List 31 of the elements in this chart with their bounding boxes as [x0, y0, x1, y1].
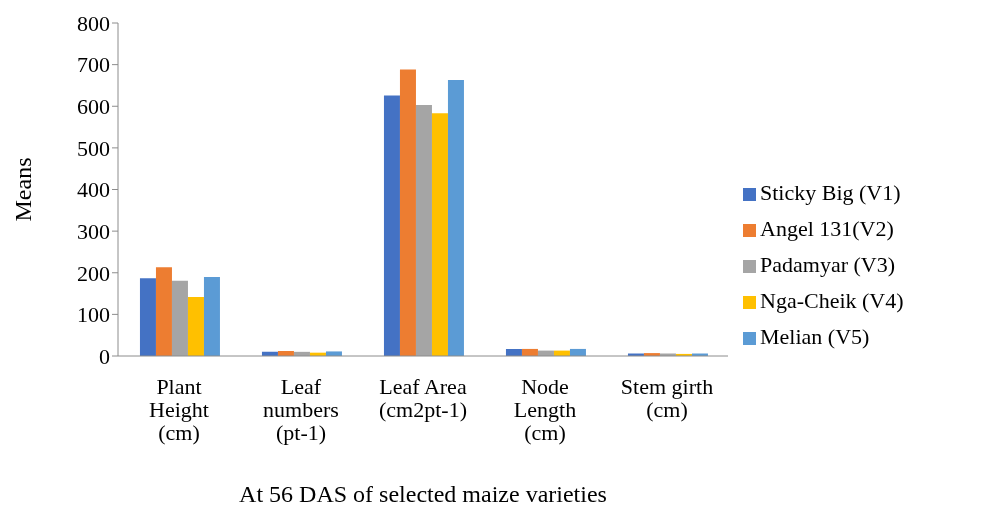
bar	[383, 95, 400, 356]
y-tick-label: 700	[77, 52, 110, 78]
y-tick-label: 300	[77, 218, 110, 244]
y-tick-label: 400	[77, 177, 110, 203]
x-tick-label: Leaf numbers (pt-1)	[263, 373, 339, 445]
x-tick-label: Plant Height (cm)	[149, 373, 209, 445]
x-tick-label: Leaf Area (cm2pt-1)	[379, 373, 467, 422]
y-tick-label: 600	[77, 94, 110, 120]
bar	[399, 69, 416, 356]
bar	[203, 276, 220, 356]
legend-label: Angel 131(V2)	[760, 216, 894, 241]
bar	[171, 280, 188, 356]
y-tick-label: 0	[99, 343, 110, 369]
legend-label: Sticky Big (V1)	[760, 180, 901, 205]
legend-label: Nga-Cheik (V4)	[760, 288, 904, 313]
bar	[139, 278, 156, 356]
y-tick-label: 800	[77, 10, 110, 36]
y-tick-label: 500	[77, 135, 110, 161]
legend-label: Melian (V5)	[760, 324, 870, 349]
y-axis-title: Means	[9, 157, 36, 222]
legend-label: Padamyar (V3)	[760, 252, 896, 277]
bar	[187, 296, 204, 356]
x-tick-label: Node Length (cm)	[513, 373, 577, 445]
bar	[415, 105, 432, 356]
x-axis-title: At 56 DAS of selected maize varieties	[239, 481, 607, 507]
y-tick-label: 100	[77, 302, 110, 328]
bar	[447, 80, 464, 356]
x-tick-label: Stem girth (cm)	[620, 373, 714, 422]
y-tick-label: 200	[77, 260, 110, 286]
bar	[155, 267, 172, 356]
bar	[431, 113, 448, 356]
